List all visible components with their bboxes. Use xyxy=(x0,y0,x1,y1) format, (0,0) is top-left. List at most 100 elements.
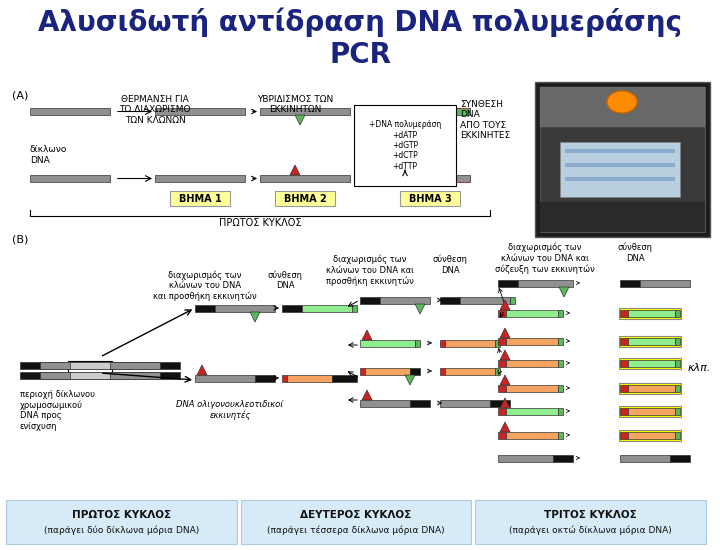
Bar xyxy=(365,368,410,375)
Bar xyxy=(440,108,470,115)
Bar xyxy=(620,360,628,367)
Bar xyxy=(619,383,681,394)
Bar xyxy=(628,432,675,439)
Text: διαχωρισμός των
κλώνων του DNA
και προσθήκη εκκινητών: διαχωρισμός των κλώνων του DNA και προσθ… xyxy=(153,270,257,301)
Bar xyxy=(498,310,506,317)
Bar xyxy=(506,360,558,367)
Text: σύνθεση
DNA: σύνθεση DNA xyxy=(268,270,302,290)
Text: ΒΗΜΑ 1: ΒΗΜΑ 1 xyxy=(179,194,221,204)
Text: ΥΒΡΙΔΙΣΜΟΣ ΤΩΝ
ΕΚΚΙΝΗΤΩΝ: ΥΒΡΙΔΙΣΜΟΣ ΤΩΝ ΕΚΚΙΝΗΤΩΝ xyxy=(257,95,333,114)
Bar xyxy=(619,336,681,347)
Bar xyxy=(675,310,680,317)
Bar xyxy=(360,297,380,304)
Bar xyxy=(540,202,705,232)
Bar xyxy=(498,408,506,415)
Bar xyxy=(506,432,558,439)
FancyBboxPatch shape xyxy=(240,500,472,544)
Bar xyxy=(540,87,705,232)
Bar xyxy=(30,108,110,115)
Bar xyxy=(553,455,573,462)
Bar xyxy=(440,400,490,407)
Bar xyxy=(440,340,445,347)
Bar xyxy=(619,430,681,441)
Text: ΣΥΝΘΕΣΗ
DNA
ΑΠΟ ΤΟΥΣ
ΕΚΚΙΝΗΤΕΣ: ΣΥΝΘΕΣΗ DNA ΑΠΟ ΤΟΥΣ ΕΚΚΙΝΗΤΕΣ xyxy=(460,100,510,140)
Polygon shape xyxy=(500,422,510,432)
Bar xyxy=(495,340,500,347)
Bar xyxy=(445,340,495,347)
Bar xyxy=(619,406,681,417)
Bar xyxy=(675,338,680,345)
Bar xyxy=(20,362,180,369)
Bar xyxy=(565,149,675,153)
Bar xyxy=(560,142,680,197)
Bar xyxy=(535,82,710,237)
Polygon shape xyxy=(405,375,415,385)
Text: ΠΡΩΤΟΣ ΚΥΚΛΟΣ: ΠΡΩΤΟΣ ΚΥΚΛΟΣ xyxy=(72,510,171,520)
Polygon shape xyxy=(362,390,372,400)
Bar xyxy=(70,362,110,369)
Polygon shape xyxy=(290,165,300,175)
Bar xyxy=(675,385,680,392)
Polygon shape xyxy=(415,304,425,314)
Bar xyxy=(620,310,628,317)
Polygon shape xyxy=(500,328,510,338)
Bar xyxy=(360,400,410,407)
Bar xyxy=(360,368,365,375)
Polygon shape xyxy=(250,312,260,322)
Text: ΒΗΜΑ 3: ΒΗΜΑ 3 xyxy=(409,194,451,204)
Bar xyxy=(558,432,563,439)
Bar xyxy=(20,372,180,379)
FancyBboxPatch shape xyxy=(275,191,335,206)
FancyBboxPatch shape xyxy=(475,500,706,544)
Bar xyxy=(380,297,430,304)
Bar xyxy=(640,280,690,287)
Text: ΤΡΙΤΟΣ ΚΥΚΛΟΣ: ΤΡΙΤΟΣ ΚΥΚΛΟΣ xyxy=(544,510,637,520)
Text: +DNA πολυμεράση
+dATP
+dGTP
+dCTP
+dTTP: +DNA πολυμεράση +dATP +dGTP +dCTP +dTTP xyxy=(369,120,441,171)
Bar xyxy=(620,408,628,415)
Bar xyxy=(495,368,500,375)
Polygon shape xyxy=(362,330,372,340)
Bar xyxy=(565,177,675,181)
Text: PCR: PCR xyxy=(329,41,391,69)
Bar xyxy=(260,108,350,115)
Bar xyxy=(506,408,558,415)
Bar xyxy=(498,432,506,439)
Bar xyxy=(620,385,628,392)
Bar xyxy=(195,375,255,382)
Bar xyxy=(628,360,675,367)
Bar xyxy=(260,175,350,182)
Bar xyxy=(628,310,675,317)
Bar xyxy=(498,280,518,287)
Bar xyxy=(195,305,215,312)
Bar xyxy=(540,87,705,127)
Text: σύνθεση
DNA: σύνθεση DNA xyxy=(618,243,652,263)
Text: Αλυσιδωτή αντίδραση DNA πολυμεράσης: Αλυσιδωτή αντίδραση DNA πολυμεράσης xyxy=(38,7,682,37)
Text: περιοχή δίκλωνου
χρωμοσωμικού
DNA προς
ενίσχυση: περιοχή δίκλωνου χρωμοσωμικού DNA προς ε… xyxy=(20,390,95,431)
Polygon shape xyxy=(500,300,510,310)
Bar xyxy=(628,385,675,392)
Bar xyxy=(155,108,245,115)
Bar xyxy=(498,385,506,392)
Text: ΠΡΩΤΟΣ ΚΥΚΛΟΣ: ΠΡΩΤΟΣ ΚΥΚΛΟΣ xyxy=(219,218,301,228)
Text: DNA ολιγονουκλεοτιδικοί
εκκινητές: DNA ολιγονουκλεοτιδικοί εκκινητές xyxy=(176,400,284,420)
Bar xyxy=(352,305,357,312)
Bar xyxy=(70,372,110,379)
Text: (A): (A) xyxy=(12,90,28,100)
Bar xyxy=(68,361,112,378)
Bar xyxy=(498,338,506,345)
Bar xyxy=(282,375,287,382)
Polygon shape xyxy=(500,350,510,360)
Bar xyxy=(565,163,675,167)
Bar xyxy=(410,175,470,182)
Bar xyxy=(620,432,628,439)
Bar xyxy=(30,175,110,182)
Bar xyxy=(440,297,460,304)
Bar xyxy=(558,338,563,345)
Text: (παράγει τέσσερα δίκλωνα μόρια DNA): (παράγει τέσσερα δίκλωνα μόρια DNA) xyxy=(267,525,445,535)
Bar xyxy=(558,385,563,392)
Polygon shape xyxy=(500,375,510,385)
Bar xyxy=(620,455,670,462)
Text: (παράγει οκτώ δίκλωνα μόρια DNA): (παράγει οκτώ δίκλωνα μόρια DNA) xyxy=(509,525,672,535)
Bar xyxy=(410,368,420,375)
Ellipse shape xyxy=(607,91,637,113)
